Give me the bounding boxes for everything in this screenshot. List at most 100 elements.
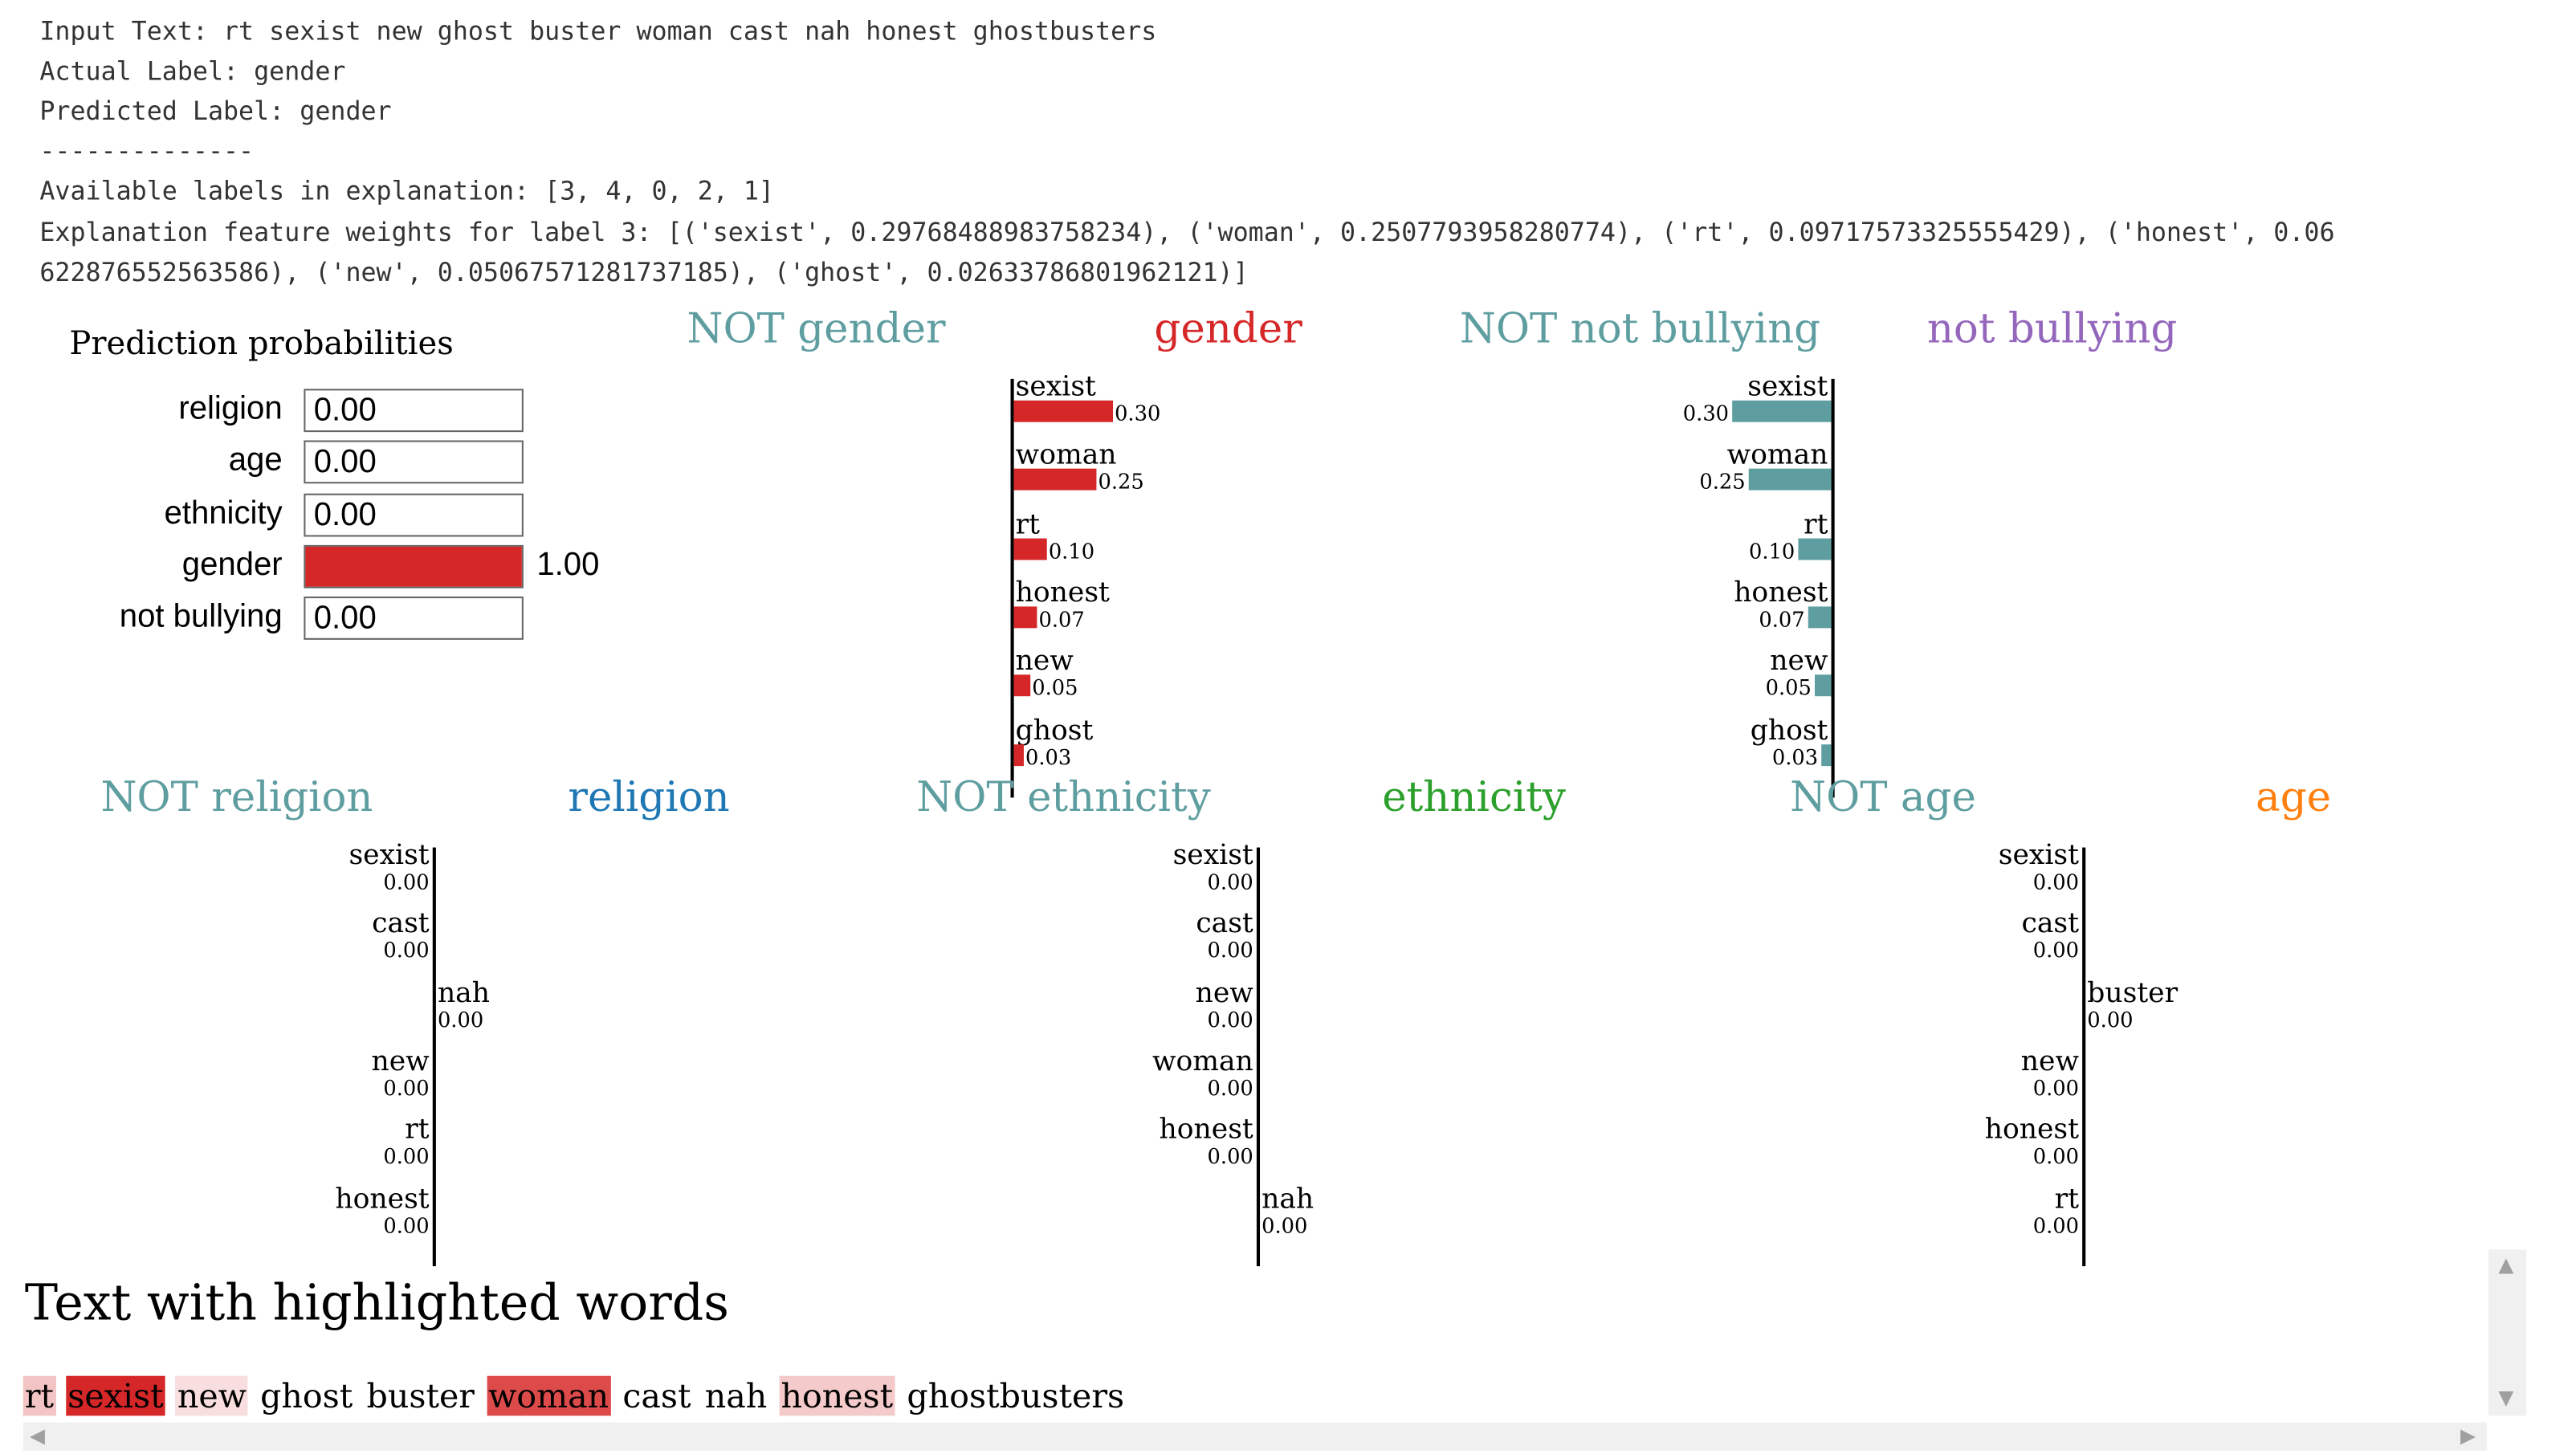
prob-bar: 0.00 xyxy=(304,441,524,484)
feature-word: honest xyxy=(1015,574,1110,609)
prob-bar-fill xyxy=(305,546,522,587)
chart-title-negative: NOT religion xyxy=(100,772,373,821)
prob-row-religion: religion 0.00 xyxy=(0,389,627,433)
feature-word: honest xyxy=(335,1180,430,1214)
feature-word: cast xyxy=(1196,906,1253,939)
feature-weight-label: 0.00 xyxy=(2032,1074,2080,1100)
feature-bar xyxy=(1013,743,1024,766)
feature-word: rt xyxy=(2054,1180,2080,1214)
feature-bar xyxy=(1808,606,1832,629)
feature-weight-label: 0.30 xyxy=(1115,400,1161,426)
feature-word: nah xyxy=(437,975,490,1008)
chart-title-negative: NOT age xyxy=(1790,772,1976,821)
feature-word: rt xyxy=(1015,506,1041,540)
feature-bar xyxy=(1013,400,1114,422)
feature-weight-label: 0.10 xyxy=(1048,537,1095,563)
feature-weight-label: 0.00 xyxy=(383,1143,430,1169)
vertical-scrollbar[interactable]: ▲ ▼ xyxy=(2488,1249,2527,1416)
feature-weight-label: 0.00 xyxy=(1262,1212,1308,1237)
feature-word: woman xyxy=(1015,437,1117,471)
scroll-down-icon[interactable]: ▼ xyxy=(2498,1386,2514,1410)
chart-title-positive: religion xyxy=(568,772,730,821)
feature-word: new xyxy=(2020,1043,2080,1077)
feature-word: honest xyxy=(1734,574,1828,609)
feature-word: woman xyxy=(1726,437,1828,471)
highlighted-word: buster xyxy=(366,1375,475,1416)
scroll-up-icon[interactable]: ▲ xyxy=(2498,1252,2514,1277)
highlighted-word: woman xyxy=(487,1375,611,1416)
feature-weight-label: 0.00 xyxy=(1207,937,1253,963)
feature-word: new xyxy=(1770,643,1828,677)
feature-word: new xyxy=(1195,975,1253,1008)
feature-bar xyxy=(1013,537,1047,560)
feature-weight-label: 0.25 xyxy=(1098,469,1144,495)
highlighted-word: new xyxy=(175,1375,248,1416)
feature-word: sexist xyxy=(1747,369,1828,402)
highlighted-text-title: Text with highlighted words xyxy=(24,1274,729,1333)
highlighted-word: ghostbusters xyxy=(907,1375,1125,1416)
feature-word: buster xyxy=(2087,975,2179,1008)
chart-axis xyxy=(1256,847,1261,1266)
feature-word: rt xyxy=(1804,506,1828,540)
feature-weight-label: 0.00 xyxy=(437,1006,484,1032)
prob-bar: 0.00 xyxy=(304,492,524,536)
prob-value: 0.00 xyxy=(313,600,377,637)
weights-line-1: Explanation feature weights for label 3:… xyxy=(39,218,2335,248)
feature-word: cast xyxy=(2021,906,2080,939)
feature-word: new xyxy=(371,1043,430,1077)
actual-label-line: Actual Label: gender xyxy=(39,56,346,87)
feature-weight-label: 0.07 xyxy=(1759,606,1805,632)
feature-bar xyxy=(1732,400,1832,422)
prob-bar: 0.00 xyxy=(304,597,524,641)
feature-word: woman xyxy=(1151,1043,1253,1077)
prob-label: ethnicity xyxy=(164,494,283,532)
feature-weight-label: 0.00 xyxy=(383,937,430,963)
feature-bar xyxy=(1798,537,1832,560)
highlighted-word: rt xyxy=(22,1375,56,1416)
highlighted-word: ghost xyxy=(260,1375,353,1416)
feature-weight-label: 0.00 xyxy=(2032,1143,2080,1169)
separator-line: -------------- xyxy=(39,136,255,166)
feature-bar xyxy=(1013,469,1097,491)
feature-weight-label: 0.00 xyxy=(1207,1074,1253,1100)
feature-weight-label: 0.00 xyxy=(2087,1006,2134,1032)
feature-bar xyxy=(1821,743,1832,766)
feature-word: sexist xyxy=(1172,837,1253,871)
feature-weight-label: 0.25 xyxy=(1699,469,1746,495)
feature-word: sexist xyxy=(1015,369,1096,402)
prob-row-not-bullying: not bullying 0.00 xyxy=(0,597,627,641)
prob-value: 0.00 xyxy=(313,495,377,533)
input-text-line: Input Text: rt sexist new ghost buster w… xyxy=(39,16,1157,47)
feature-bar xyxy=(1013,674,1031,697)
chart-title-negative: NOT ethnicity xyxy=(916,772,1211,821)
chart-title-positive: gender xyxy=(1154,303,1302,352)
highlighted-word: honest xyxy=(779,1375,895,1416)
feature-bar xyxy=(1748,469,1832,491)
feature-word: sexist xyxy=(1998,837,2080,871)
feature-weight-label: 0.00 xyxy=(1207,1143,1253,1169)
prob-row-ethnicity: ethnicity 0.00 xyxy=(0,492,627,536)
chart-axis xyxy=(432,847,436,1266)
feature-weight-label: 0.00 xyxy=(2032,869,2080,894)
chart-axis xyxy=(1010,378,1014,798)
feature-weight-label: 0.07 xyxy=(1038,606,1085,632)
scroll-left-icon[interactable]: ◀ xyxy=(30,1423,46,1448)
feature-weight-label: 0.00 xyxy=(383,1212,430,1237)
highlighted-text: rt sexist new ghost buster woman cast na… xyxy=(22,1375,1126,1416)
scroll-right-icon[interactable]: ▶ xyxy=(2460,1423,2476,1448)
available-labels-line: Available labels in explanation: [3, 4, … xyxy=(39,176,774,206)
weights-line-2: 622876552563586), ('new', 0.050675712817… xyxy=(39,257,1249,288)
prob-value: 0.00 xyxy=(313,444,377,481)
prob-label: age xyxy=(228,442,283,479)
chart-title-positive: age xyxy=(2256,772,2332,821)
feature-weight-label: 0.00 xyxy=(1207,869,1253,894)
chart-title-negative: NOT not bullying xyxy=(1459,303,1821,352)
feature-weight-label: 0.03 xyxy=(1025,743,1072,769)
feature-word: new xyxy=(1015,643,1074,677)
feature-word: honest xyxy=(1984,1112,2080,1146)
feature-weight-label: 0.00 xyxy=(2032,1212,2080,1237)
highlighted-word: sexist xyxy=(66,1375,165,1416)
prob-value: 1.00 xyxy=(536,546,600,584)
horizontal-scrollbar[interactable]: ◀ ▶ xyxy=(22,1422,2487,1451)
